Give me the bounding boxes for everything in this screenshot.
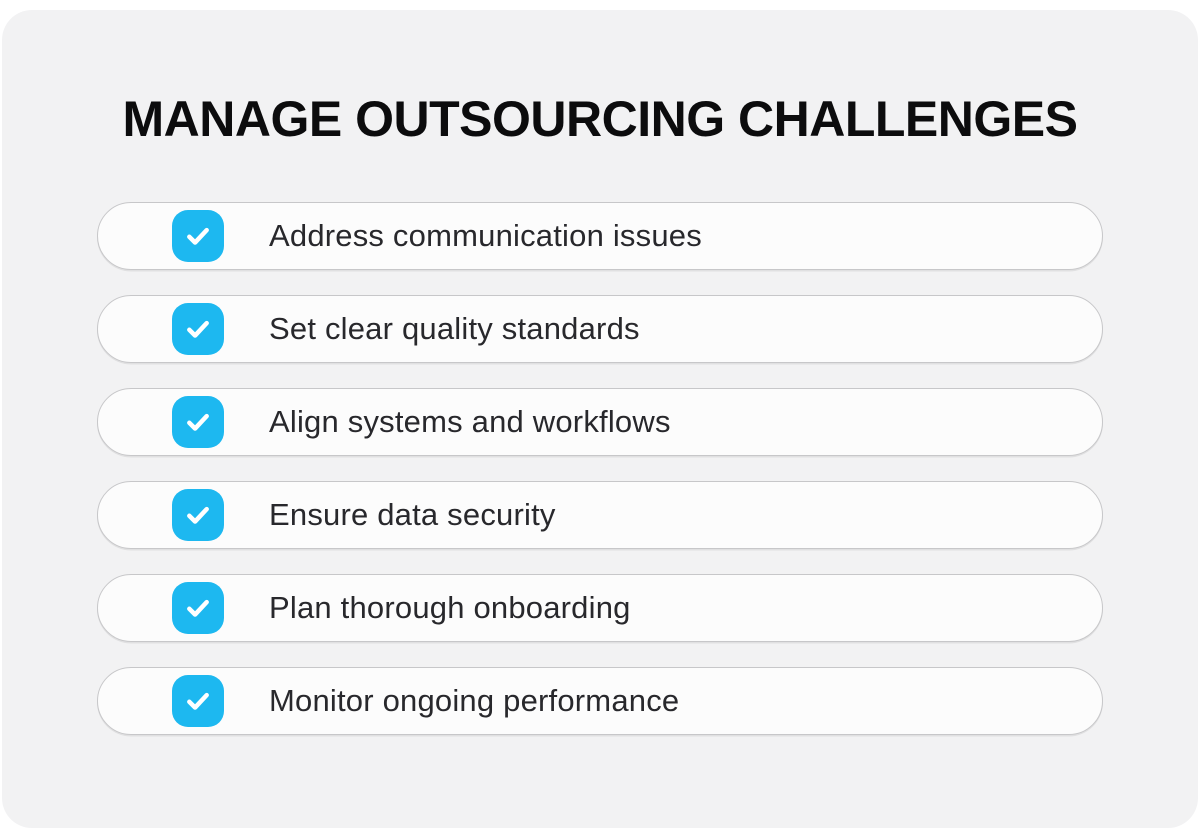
checklist-item[interactable]: Monitor ongoing performance — [97, 667, 1103, 735]
checkbox-checked[interactable] — [172, 303, 224, 355]
checklist-canvas: MANAGE OUTSOURCING CHALLENGES Address co… — [2, 10, 1198, 828]
checklist-item-label: Plan thorough onboarding — [269, 590, 631, 625]
checklist-item[interactable]: Address communication issues — [97, 202, 1103, 270]
check-icon — [187, 506, 209, 524]
check-icon — [187, 599, 209, 617]
checklist-item[interactable]: Plan thorough onboarding — [97, 574, 1103, 642]
checklist-item-label: Monitor ongoing performance — [269, 683, 680, 718]
checklist-item[interactable]: Set clear quality standards — [97, 295, 1103, 363]
checklist-item-label: Set clear quality standards — [269, 311, 640, 346]
checklist-item[interactable]: Align systems and workflows — [97, 388, 1103, 456]
checklist-item-label: Align systems and workflows — [269, 404, 671, 439]
checkbox-checked[interactable] — [172, 489, 224, 541]
checklist-item-label: Ensure data security — [269, 497, 556, 532]
check-icon — [187, 320, 209, 338]
checklist: Address communication issues Set clear q… — [2, 202, 1198, 735]
checkbox-checked[interactable] — [172, 210, 224, 262]
checklist-item[interactable]: Ensure data security — [97, 481, 1103, 549]
checkbox-checked[interactable] — [172, 396, 224, 448]
checkbox-checked[interactable] — [172, 582, 224, 634]
check-icon — [187, 413, 209, 431]
check-icon — [187, 227, 209, 245]
page-title: MANAGE OUTSOURCING CHALLENGES — [122, 91, 1078, 147]
checklist-item-label: Address communication issues — [269, 218, 702, 253]
checkbox-checked[interactable] — [172, 675, 224, 727]
check-icon — [187, 692, 209, 710]
